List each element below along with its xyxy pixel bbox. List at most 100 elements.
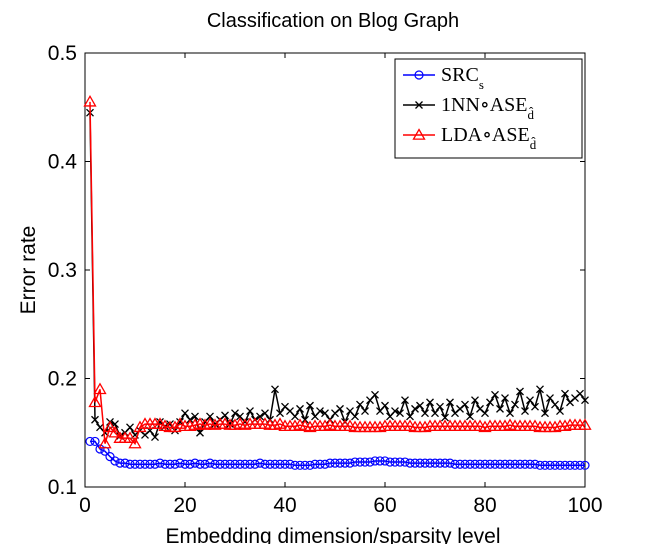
data-point (548, 420, 562, 433)
data-point (425, 458, 435, 468)
data-point (565, 460, 575, 470)
data-point (128, 436, 142, 449)
data-point (280, 459, 290, 469)
data-point (188, 418, 202, 430)
data-point (481, 409, 489, 418)
data-point (491, 390, 499, 399)
y-tick-label: 0.5 (48, 42, 77, 65)
data-point (446, 398, 454, 407)
data-point (400, 457, 410, 467)
data-point (430, 458, 440, 468)
data-point (180, 459, 190, 469)
data-point (270, 459, 280, 469)
data-point (450, 459, 460, 469)
data-point (416, 401, 424, 410)
y-tick-label: 0.4 (48, 151, 78, 174)
data-point (305, 460, 315, 470)
data-point (210, 459, 220, 469)
series-3 (83, 95, 592, 449)
data-point (256, 412, 264, 421)
data-point (540, 460, 550, 470)
data-point (555, 460, 565, 470)
chart-title: Classification on Blog Graph (207, 10, 459, 32)
data-point (245, 459, 255, 469)
data-point (246, 407, 254, 416)
series-1 (85, 436, 590, 470)
data-point (440, 458, 450, 468)
data-point (145, 459, 155, 469)
data-point (351, 412, 359, 421)
x-axis-label: Embedding dimension/sparsity level (165, 525, 500, 544)
data-point (466, 412, 474, 421)
data-point (521, 407, 529, 416)
data-point (125, 459, 135, 469)
data-point (535, 460, 545, 470)
data-point (296, 404, 304, 413)
data-point (340, 458, 350, 468)
data-point (406, 412, 414, 421)
data-point (431, 409, 439, 418)
data-point (285, 459, 295, 469)
x-tick-label: 0 (79, 494, 91, 517)
data-point (530, 459, 540, 469)
data-point (556, 407, 564, 416)
data-point (478, 420, 492, 433)
data-point (470, 459, 480, 469)
data-point (238, 418, 252, 430)
data-point (505, 459, 515, 469)
data-point (123, 431, 137, 443)
plot-area: 0 20 40 60 80 100 0.1 0.2 0.3 0.4 0.5 SRCs1NN∘ASEd̂… (48, 42, 603, 517)
data-point (191, 412, 199, 421)
data-point (335, 458, 345, 468)
data-point (485, 459, 495, 469)
data-point (220, 459, 230, 469)
data-point (200, 459, 210, 469)
data-point (441, 413, 449, 422)
data-point (330, 458, 340, 468)
data-point (490, 459, 500, 469)
data-point (541, 409, 549, 418)
data-point (536, 385, 544, 394)
data-point (580, 460, 590, 470)
data-point (321, 409, 329, 418)
data-point (560, 460, 570, 470)
x-tick-label: 100 (567, 494, 602, 517)
data-point (465, 459, 475, 469)
data-point (486, 398, 494, 407)
data-point (181, 409, 189, 418)
data-point (516, 387, 524, 396)
x-tick-label: 60 (373, 494, 396, 517)
data-point (168, 420, 182, 433)
data-point (325, 458, 335, 468)
y-tick-label: 0.1 (48, 476, 77, 499)
data-point (373, 420, 387, 433)
data-point (198, 418, 212, 430)
x-tick-label: 80 (473, 494, 496, 517)
data-point (275, 459, 285, 469)
data-point (545, 460, 555, 470)
data-point (165, 459, 175, 469)
data-point (221, 411, 229, 420)
data-point (185, 459, 195, 469)
data-point (276, 409, 284, 418)
data-point (250, 459, 260, 469)
x-tick-label: 40 (273, 494, 296, 517)
data-point (160, 459, 170, 469)
data-point (110, 456, 120, 466)
data-point (316, 407, 324, 416)
data-point (420, 458, 430, 468)
data-point (93, 382, 107, 395)
data-point (570, 460, 580, 470)
data-point (288, 419, 302, 432)
data-point (151, 433, 159, 442)
data-point (226, 420, 234, 429)
data-point (291, 412, 299, 421)
data-point (395, 457, 405, 467)
data-point (225, 459, 235, 469)
data-point (421, 409, 429, 418)
data-point (318, 419, 332, 432)
data-point (83, 95, 97, 107)
data-point (126, 423, 134, 432)
data-point (415, 458, 425, 468)
data-point (235, 459, 245, 469)
